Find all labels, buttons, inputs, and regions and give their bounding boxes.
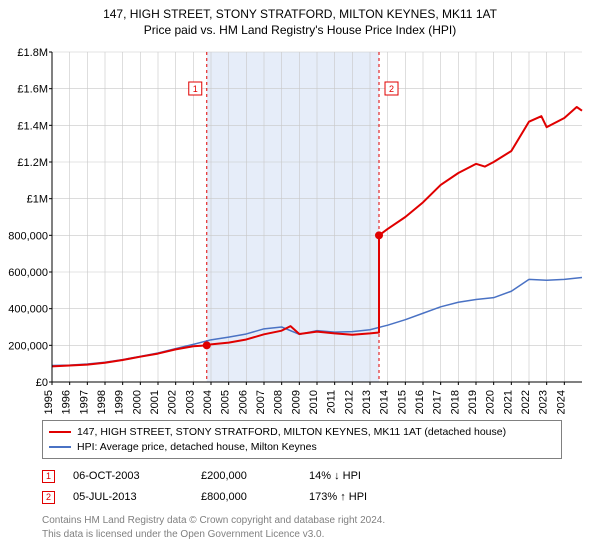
sales-table: 1 06-OCT-2003 £200,000 14% ↓ HPI 2 05-JUL-201… (42, 466, 562, 508)
svg-text:2018: 2018 (449, 390, 461, 414)
svg-text:2: 2 (389, 84, 394, 94)
sale-marker: 1 (42, 470, 55, 483)
sale-date: 06-OCT-2003 (73, 466, 183, 487)
svg-text:2020: 2020 (485, 390, 497, 414)
chart-area: £0 £200,000 £400,000 £600,000 £800,000 £1M £1.… (8, 44, 592, 414)
svg-text:£1.6M: £1.6M (17, 84, 48, 96)
svg-text:2008: 2008 (273, 390, 285, 414)
svg-text:2000: 2000 (131, 390, 143, 414)
svg-text:2004: 2004 (202, 390, 214, 414)
svg-text:2009: 2009 (290, 390, 302, 414)
sale-price: £800,000 (201, 487, 291, 508)
svg-text:2012: 2012 (343, 390, 355, 414)
svg-text:2022: 2022 (520, 390, 532, 414)
sale-hpi: 173% ↑ HPI (309, 487, 399, 508)
legend-swatch (49, 446, 71, 448)
svg-text:2024: 2024 (555, 390, 567, 414)
sale-price: £200,000 (201, 466, 291, 487)
line-chart: £0 £200,000 £400,000 £600,000 £800,000 £1M £1.… (8, 44, 592, 414)
svg-text:2014: 2014 (379, 390, 391, 414)
svg-text:1996: 1996 (61, 390, 73, 414)
footer-line-2: This data is licensed under the Open Gov… (42, 528, 562, 542)
svg-text:£1.8M: £1.8M (17, 47, 48, 59)
svg-text:£400,000: £400,000 (8, 304, 48, 316)
legend-item: HPI: Average price, detached house, Milt… (49, 440, 555, 455)
footer-line-1: Contains HM Land Registry data © Crown c… (42, 514, 562, 528)
svg-text:2017: 2017 (432, 390, 444, 414)
svg-text:1995: 1995 (43, 390, 55, 414)
svg-text:2021: 2021 (502, 390, 514, 414)
svg-text:1: 1 (193, 84, 198, 94)
svg-text:£1M: £1M (27, 194, 48, 206)
svg-text:2019: 2019 (467, 390, 479, 414)
svg-text:2003: 2003 (184, 390, 196, 414)
footer-attribution: Contains HM Land Registry data © Crown c… (42, 514, 562, 541)
svg-text:2016: 2016 (414, 390, 426, 414)
svg-text:£600,000: £600,000 (8, 267, 48, 279)
svg-text:1998: 1998 (96, 390, 108, 414)
svg-text:2023: 2023 (538, 390, 550, 414)
svg-text:2001: 2001 (149, 390, 161, 414)
svg-text:2006: 2006 (237, 390, 249, 414)
sale-date: 05-JUL-2013 (73, 487, 183, 508)
svg-text:2007: 2007 (255, 390, 267, 414)
sale-hpi: 14% ↓ HPI (309, 466, 399, 487)
sale-row: 2 05-JUL-2013 £800,000 173% ↑ HPI (42, 487, 562, 508)
svg-text:2011: 2011 (326, 390, 338, 414)
legend-item: 147, HIGH STREET, STONY STRATFORD, MILTO… (49, 425, 555, 440)
svg-text:1999: 1999 (114, 390, 126, 414)
chart-subtitle: Price paid vs. HM Land Registry's House … (0, 22, 600, 38)
legend-label: HPI: Average price, detached house, Milt… (77, 440, 317, 455)
svg-text:2010: 2010 (308, 390, 320, 414)
legend-label: 147, HIGH STREET, STONY STRATFORD, MILTO… (77, 425, 506, 440)
svg-text:2015: 2015 (396, 390, 408, 414)
sale-marker: 2 (42, 491, 55, 504)
legend-swatch (49, 431, 71, 433)
title-block: 147, HIGH STREET, STONY STRATFORD, MILTO… (0, 0, 600, 38)
svg-text:1997: 1997 (78, 390, 90, 414)
svg-text:2005: 2005 (220, 390, 232, 414)
svg-text:£1.2M: £1.2M (17, 157, 48, 169)
svg-text:2002: 2002 (167, 390, 179, 414)
sale-row: 1 06-OCT-2003 £200,000 14% ↓ HPI (42, 466, 562, 487)
svg-text:£1.4M: £1.4M (17, 120, 48, 132)
svg-text:2013: 2013 (361, 390, 373, 414)
svg-text:£0: £0 (36, 377, 48, 389)
svg-text:£800,000: £800,000 (8, 230, 48, 242)
svg-text:£200,000: £200,000 (8, 340, 48, 352)
legend: 147, HIGH STREET, STONY STRATFORD, MILTO… (42, 420, 562, 459)
chart-title: 147, HIGH STREET, STONY STRATFORD, MILTO… (0, 6, 600, 22)
